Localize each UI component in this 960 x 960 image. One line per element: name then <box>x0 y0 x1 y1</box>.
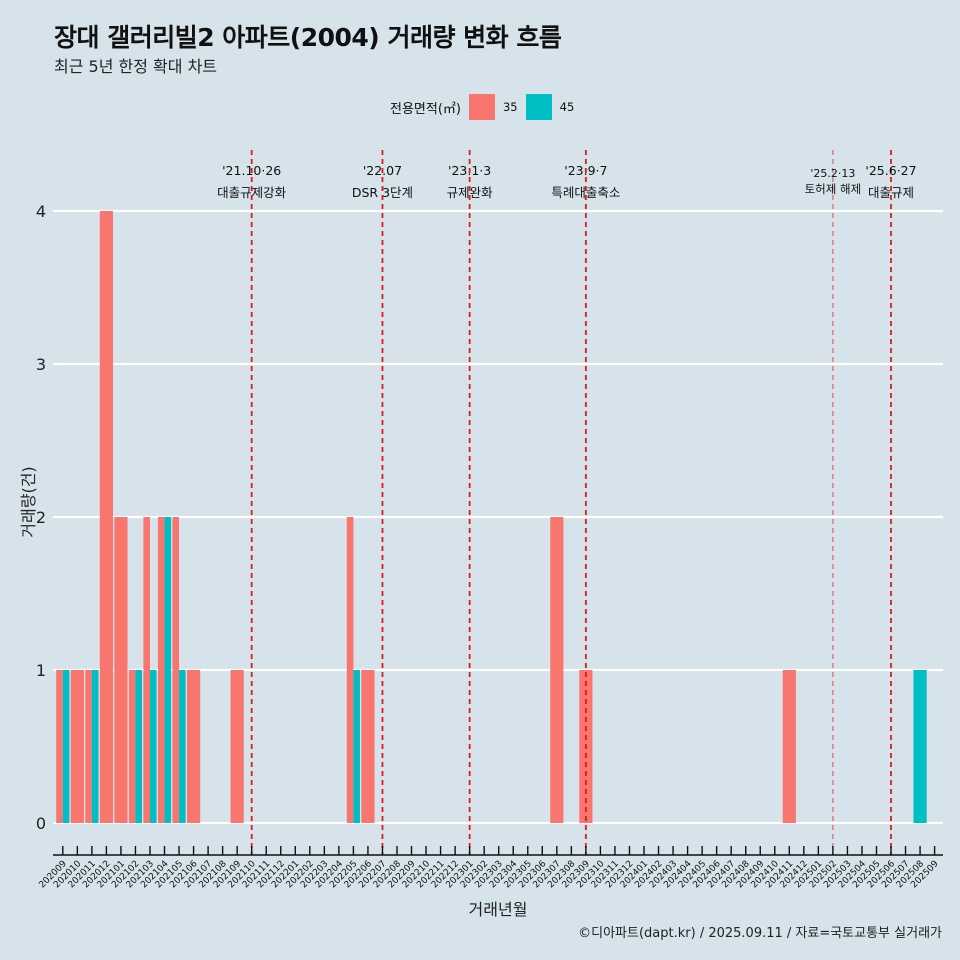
bar-35-202010 <box>70 670 84 823</box>
event-label: 특례대출축소 <box>551 185 620 200</box>
chart-subtitle: 최근 5년 한정 확대 차트 <box>54 57 218 76</box>
bar-45-202105 <box>179 670 186 823</box>
event-date: '23.1·3 <box>448 163 491 178</box>
legend-title: 전용면적(㎡) <box>390 101 461 117</box>
y-tick-label: 4 <box>36 202 46 221</box>
bar-45-202104 <box>164 517 172 823</box>
event-label: DSR 3단계 <box>352 185 413 200</box>
bar-35-202102 <box>128 670 136 823</box>
event-date: '25.2·13 <box>810 167 855 180</box>
bar-35-202011 <box>85 670 92 823</box>
bar-45-202009 <box>62 670 70 823</box>
bar-35-202012 <box>99 211 113 823</box>
bar-35-202101 <box>114 517 128 823</box>
event-date: '25.6·27 <box>865 163 916 178</box>
event-date: '23.9·7 <box>564 163 607 178</box>
y-tick-label: 0 <box>36 814 46 833</box>
event-date: '21.10·26 <box>222 163 281 178</box>
event-label: 토허제 해제 <box>805 182 862 196</box>
legend-swatch-45 <box>525 94 552 120</box>
event-label: 규제완화 <box>447 185 494 200</box>
bar-35-202105 <box>172 517 180 823</box>
bar-45-202508 <box>913 670 927 823</box>
bar-35-202206 <box>361 670 375 823</box>
bar-35-202103 <box>143 517 150 823</box>
bar-35-202009 <box>56 670 63 823</box>
y-tick-label: 1 <box>36 661 46 680</box>
y-axis: 0 1 2 3 4 <box>36 202 46 833</box>
chart-title: 장대 갤러리빌2 아파트(2004) 거래량 변화 흐름 <box>54 23 562 52</box>
bar-45-202102 <box>135 670 143 823</box>
event-lines <box>250 150 892 855</box>
bar-35-202104 <box>157 517 165 823</box>
event-date: '22.07 <box>363 163 402 178</box>
bar-35-202106 <box>186 670 201 823</box>
bars <box>56 211 927 823</box>
legend: 전용면적(㎡) 35 45 <box>390 94 582 120</box>
bar-35-202109 <box>230 670 244 823</box>
event-annotations: '21.10·26 대출규제강화 '22.07 DSR 3단계 '23.1·3 규제완화 '… <box>217 163 916 200</box>
legend-label-35: 35 <box>502 100 518 114</box>
bar-35-202307 <box>550 517 564 823</box>
x-axis: 2020092020102020112020122021012021022021… <box>38 846 943 890</box>
y-tick-label: 3 <box>36 355 46 374</box>
bar-35-202205 <box>346 517 354 823</box>
bar-45-202103 <box>149 670 157 823</box>
legend-label-45: 45 <box>559 100 575 114</box>
y-axis-label: 거래량(건) <box>19 466 38 537</box>
bar-45-202011 <box>91 670 99 823</box>
legend-swatch-35 <box>468 94 495 120</box>
bar-35-202411 <box>782 670 796 823</box>
event-label: 대출규제 <box>868 185 914 200</box>
event-label: 대출규제강화 <box>217 185 287 200</box>
bar-45-202205 <box>353 670 360 823</box>
gridlines <box>53 209 943 825</box>
x-axis-label: 거래년월 <box>469 900 528 919</box>
footer-credit: ©디아파트(dapt.kr) / 2025.09.11 / 자료=국토교통부 실… <box>578 926 942 941</box>
y-tick-label: 2 <box>36 508 46 527</box>
